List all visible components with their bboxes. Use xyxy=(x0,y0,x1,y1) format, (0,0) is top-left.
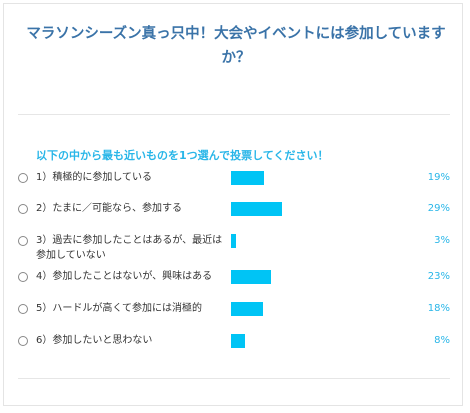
radio-button[interactable] xyxy=(18,336,28,346)
result-percent: 29% xyxy=(427,203,450,214)
poll-title: マラソンシーズン真っ只中！大会やイベントには参加していますか？ xyxy=(26,26,446,66)
radio-button[interactable] xyxy=(18,272,28,282)
option-label[interactable]: 5）ハードルが高くて参加には消極的 xyxy=(36,303,203,314)
option-label[interactable]: 1）積極的に参加している xyxy=(36,172,153,183)
result-percent: 3% xyxy=(434,235,450,246)
option-label[interactable]: 6）参加したいと思わない xyxy=(36,335,153,346)
option-label[interactable]: 3）過去に参加したことはあるが、最近は参加していない xyxy=(36,235,223,261)
result-bar xyxy=(231,334,245,348)
result-percent: 23% xyxy=(427,271,450,282)
radio-button[interactable] xyxy=(18,204,28,214)
option-label[interactable]: 2）たまに／可能なら、参加する xyxy=(36,203,183,214)
result-percent: 18% xyxy=(427,303,450,314)
result-bar xyxy=(231,270,272,284)
poll-prompt: 以下の中から最も近いものを1つ選んで投票してください！ xyxy=(36,149,329,162)
option-label[interactable]: 4）参加したことはないが、興味はある xyxy=(36,271,213,282)
radio-button[interactable] xyxy=(18,173,28,183)
result-bar xyxy=(231,202,282,216)
result-percent: 8% xyxy=(434,335,450,346)
result-percent: 19% xyxy=(427,172,450,183)
footer-divider xyxy=(18,378,450,379)
title-divider xyxy=(18,114,450,115)
poll-card: マラソンシーズン真っ只中！大会やイベントには参加していますか？ 以下の中から最も… xyxy=(3,3,463,406)
result-bar xyxy=(231,171,265,185)
radio-button[interactable] xyxy=(18,236,28,246)
radio-button[interactable] xyxy=(18,304,28,314)
result-bar xyxy=(231,234,237,248)
result-bar xyxy=(231,302,263,316)
